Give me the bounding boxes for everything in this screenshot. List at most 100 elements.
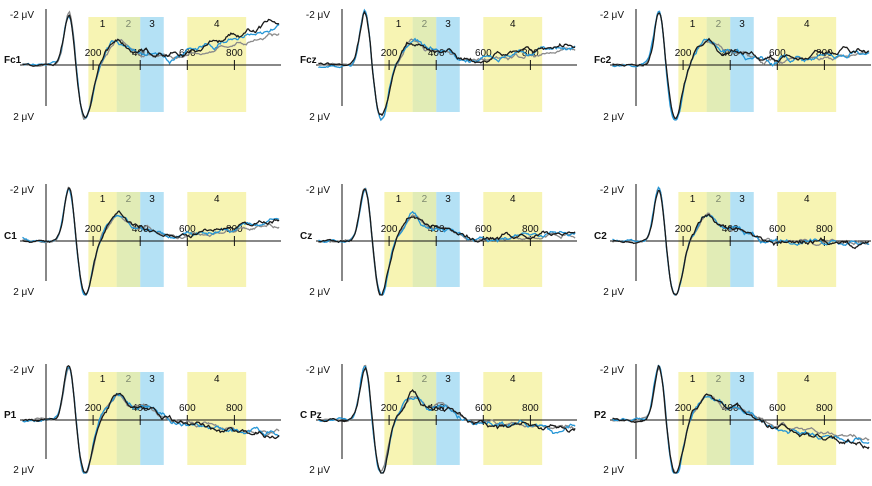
y-bottom-label: 2 μV bbox=[13, 465, 34, 476]
x-tick-label: 600 bbox=[179, 48, 196, 59]
channel-label: C1 bbox=[4, 231, 17, 242]
y-bottom-label: 2 μV bbox=[309, 287, 330, 298]
window-overlap bbox=[412, 372, 437, 465]
series-black bbox=[22, 14, 280, 119]
window-overlap bbox=[706, 192, 731, 287]
channel-label: C Pz bbox=[300, 410, 322, 421]
x-tick-label: 200 bbox=[85, 48, 102, 59]
x-tick-label: 800 bbox=[226, 48, 243, 59]
y-bottom-label: 2 μV bbox=[13, 112, 34, 123]
x-tick-label: 400 bbox=[722, 48, 739, 59]
y-bottom-label: 2 μV bbox=[603, 465, 624, 476]
window-label: 3 bbox=[739, 19, 745, 30]
channel-label: Fc2 bbox=[594, 55, 612, 66]
window-label: 4 bbox=[510, 194, 516, 205]
y-top-label: -2 μV bbox=[306, 365, 330, 376]
window-overlap bbox=[706, 372, 731, 465]
window-label: 3 bbox=[149, 194, 155, 205]
series-black bbox=[612, 364, 870, 474]
y-bottom-label: 2 μV bbox=[309, 465, 330, 476]
window-label: 4 bbox=[510, 19, 516, 30]
window-4 bbox=[777, 372, 837, 465]
x-tick-label: 200 bbox=[381, 224, 398, 235]
window-3 bbox=[436, 372, 460, 465]
x-tick-label: 600 bbox=[475, 48, 492, 59]
x-tick-label: 800 bbox=[522, 403, 539, 414]
x-tick-label: 600 bbox=[179, 403, 196, 414]
series-black bbox=[318, 366, 576, 474]
series-cyan bbox=[612, 364, 870, 474]
x-tick-label: 800 bbox=[226, 403, 243, 414]
window-label: 3 bbox=[445, 19, 451, 30]
y-top-label: -2 μV bbox=[10, 365, 34, 376]
x-tick-label: 600 bbox=[769, 403, 786, 414]
x-tick-label: 200 bbox=[85, 403, 102, 414]
x-tick-label: 200 bbox=[675, 224, 692, 235]
window-3 bbox=[140, 192, 164, 287]
y-bottom-label: 2 μV bbox=[309, 112, 330, 123]
x-tick-label: 600 bbox=[769, 224, 786, 235]
window-label: 4 bbox=[214, 19, 220, 30]
x-tick-label: 600 bbox=[475, 403, 492, 414]
window-label: 4 bbox=[804, 374, 810, 385]
window-label: 3 bbox=[149, 19, 155, 30]
x-tick-label: 600 bbox=[179, 224, 196, 235]
series-black bbox=[22, 365, 280, 474]
series-black bbox=[318, 10, 576, 117]
x-tick-label: 800 bbox=[522, 224, 539, 235]
window-4 bbox=[483, 372, 543, 465]
x-tick-label: 200 bbox=[675, 403, 692, 414]
window-4 bbox=[483, 192, 543, 287]
channel-label: P1 bbox=[4, 410, 17, 421]
series-black bbox=[22, 187, 280, 296]
window-label: 1 bbox=[690, 194, 696, 205]
channel-label: C2 bbox=[594, 231, 607, 242]
window-overlap bbox=[412, 192, 437, 287]
window-3 bbox=[730, 192, 754, 287]
x-tick-label: 800 bbox=[522, 48, 539, 59]
y-top-label: -2 μV bbox=[306, 10, 330, 21]
window-label: 4 bbox=[804, 194, 810, 205]
y-top-label: -2 μV bbox=[600, 185, 624, 196]
window-label: 1 bbox=[396, 19, 402, 30]
y-top-label: -2 μV bbox=[306, 185, 330, 196]
x-tick-label: 200 bbox=[85, 224, 102, 235]
window-label: 1 bbox=[100, 194, 106, 205]
window-4 bbox=[187, 372, 247, 465]
series-black bbox=[612, 12, 870, 119]
x-tick-label: 400 bbox=[428, 403, 445, 414]
window-label: 3 bbox=[445, 194, 451, 205]
window-overlap bbox=[116, 372, 141, 465]
x-tick-label: 400 bbox=[428, 48, 445, 59]
x-tick-label: 600 bbox=[475, 224, 492, 235]
y-bottom-label: 2 μV bbox=[13, 287, 34, 298]
series-black bbox=[318, 188, 576, 296]
window-3 bbox=[730, 372, 754, 465]
window-label: 1 bbox=[690, 374, 696, 385]
window-label: 4 bbox=[214, 194, 220, 205]
y-top-label: -2 μV bbox=[10, 185, 34, 196]
channel-label: P2 bbox=[594, 410, 607, 421]
x-tick-label: 200 bbox=[381, 403, 398, 414]
window-label: 1 bbox=[100, 374, 106, 385]
x-tick-label: 800 bbox=[816, 403, 833, 414]
channel-label: Fcz bbox=[300, 55, 317, 66]
channel-label: Fc1 bbox=[4, 55, 22, 66]
y-top-label: -2 μV bbox=[600, 10, 624, 21]
series-black bbox=[612, 189, 870, 296]
y-bottom-label: 2 μV bbox=[603, 287, 624, 298]
window-label: 1 bbox=[396, 374, 402, 385]
window-label: 1 bbox=[100, 19, 106, 30]
y-top-label: -2 μV bbox=[600, 365, 624, 376]
y-bottom-label: 2 μV bbox=[603, 112, 624, 123]
x-tick-label: 400 bbox=[428, 224, 445, 235]
x-tick-label: 600 bbox=[769, 48, 786, 59]
